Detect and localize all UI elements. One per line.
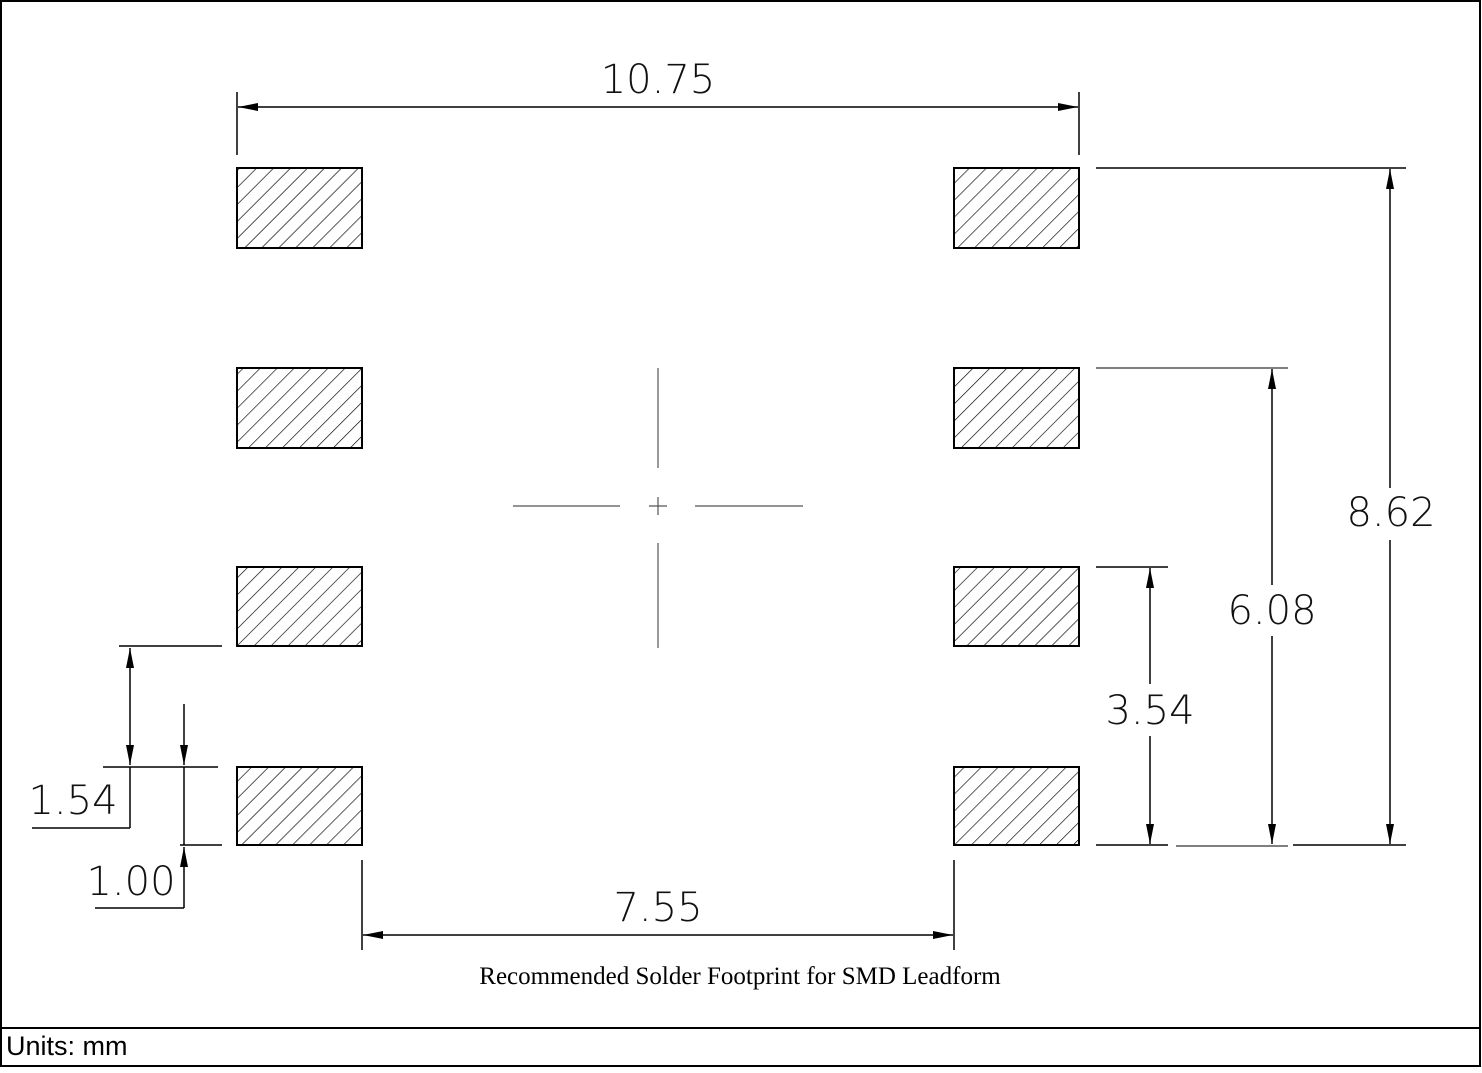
dim-pad-gap-label: 7.55: [613, 885, 702, 931]
center-mark: [513, 368, 803, 648]
pad-1: [236, 167, 363, 249]
dim-pitch-6-label: 6.08: [1227, 588, 1316, 634]
right-extension-lines: [1096, 167, 1406, 847]
pad-2: [236, 367, 363, 449]
dim-overall-width-label: 10.75: [601, 57, 716, 103]
dim-pad-height: 1.00: [86, 704, 222, 909]
pad-6: [953, 566, 1080, 647]
dim-pitch-3: 3.54: [1105, 568, 1195, 844]
dim-pitch-total-label: 8.62: [1346, 490, 1435, 536]
diagram-caption: Recommended Solder Footprint for SMD Lea…: [479, 963, 1001, 990]
units-label: Units: mm: [6, 1031, 128, 1061]
pad-8: [953, 167, 1080, 249]
dim-pitch: 1.54: [28, 645, 222, 829]
dim-pitch-label: 1.54: [28, 778, 117, 824]
pad-5: [953, 766, 1080, 846]
dim-pad-height-label: 1.00: [86, 859, 175, 905]
pad-7: [953, 367, 1080, 449]
dim-pitch-6: 6.08: [1227, 369, 1317, 844]
dim-pitch-3-label: 3.54: [1105, 688, 1194, 734]
dim-pad-gap: 7.55: [361, 860, 955, 950]
pad-3: [236, 566, 363, 647]
pads-right: [953, 167, 1080, 846]
dim-overall-width: 10.75: [236, 57, 1080, 155]
pads-left: [236, 167, 363, 846]
dim-pitch-total: 8.62: [1346, 169, 1436, 844]
pad-4: [236, 766, 363, 846]
